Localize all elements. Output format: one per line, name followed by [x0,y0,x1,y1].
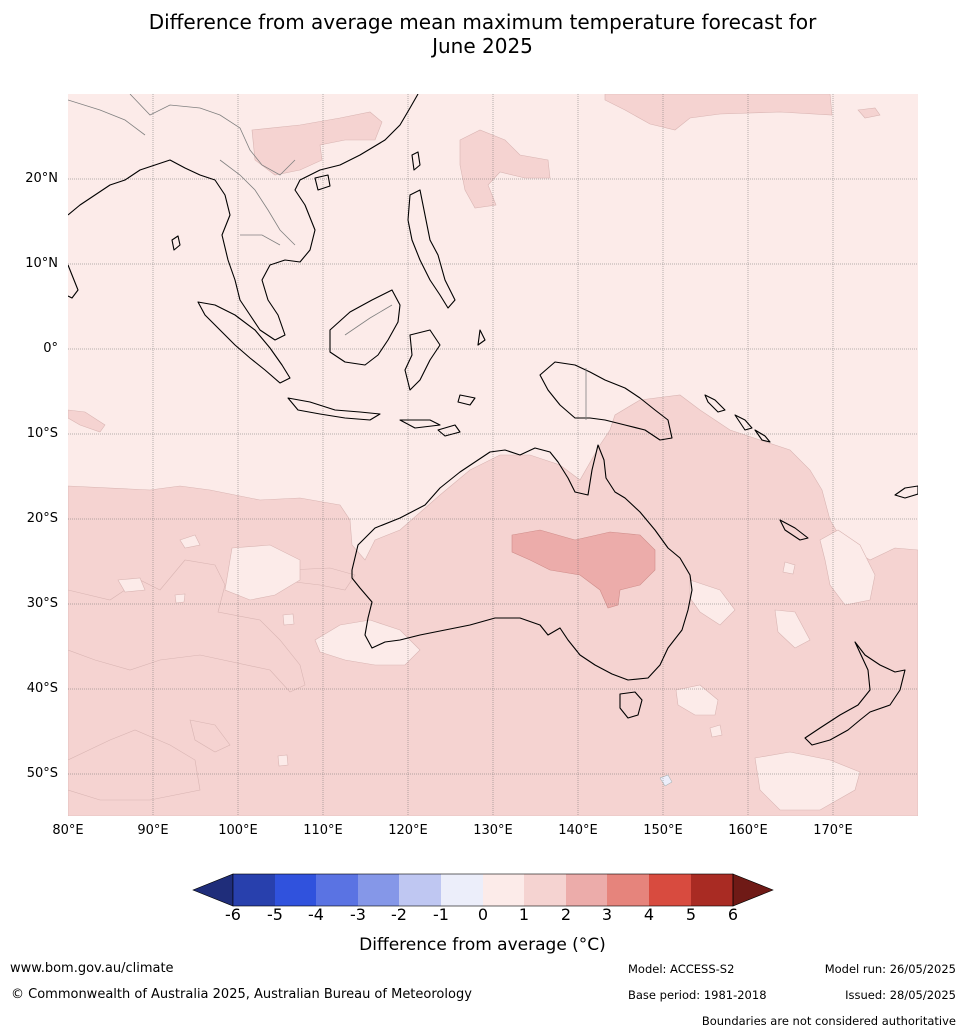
anomaly-0-1-holes [117,529,876,811]
colorbar-tick-label: 3 [601,905,613,924]
colorbar-max-extend [732,873,774,907]
colorbar-tick-label: -2 [391,905,407,924]
title-line-2: June 2025 [432,34,533,58]
lon-label: 130°E [473,823,513,838]
colorbar [192,873,774,907]
lon-label: 100°E [218,823,258,838]
colorbar-tick-label: 0 [477,905,489,924]
lat-label: 10°S [26,426,58,441]
colorbar-cell [399,874,441,906]
colorbar-outline [232,873,734,907]
colorbar-cell [483,874,524,906]
graticule [68,94,918,816]
colorbar-cell [649,874,691,906]
model-run-text: Model run: 26/05/2025 [824,962,956,976]
sulawesi-coastline [404,329,441,391]
lat-label: 20°N [25,171,58,186]
colorbar-tick-label: 5 [685,905,697,924]
colorbar-title: Difference from average (°C) [359,935,606,955]
lon-label: 80°E [52,823,84,838]
base-period-text: Base period: 1981-2018 [628,988,767,1002]
colorbar-tick-label: -3 [350,905,366,924]
colorbar-tick-label: -4 [308,905,324,924]
lat-label: 50°S [26,766,58,781]
lon-label: 120°E [388,823,428,838]
colorbar-tick-label: 4 [643,905,655,924]
new-zealand-coastline [804,641,906,746]
colorbar-tick-label: -1 [433,905,449,924]
lon-label: 140°E [558,823,598,838]
tasmania-coastline [619,691,643,719]
lon-label: 90°E [137,823,169,838]
colorbar-cell [233,874,275,906]
colorbar-cell [607,874,649,906]
new-guinea-coastline [539,361,673,441]
anomaly-below-0-spot [659,774,673,787]
colorbar-cell [275,874,316,906]
lat-label: 30°S [26,596,58,611]
lon-label: 110°E [303,823,343,838]
lon-label: 160°E [728,823,768,838]
lon-label: 170°E [813,823,853,838]
map-title: Difference from average mean maximum tem… [0,10,965,58]
colorbar-cell [316,874,358,906]
asia-mainland-coastline [68,94,419,341]
australia-coastline [351,444,693,681]
lat-label: 40°S [26,681,58,696]
model-text: Model: ACCESS-S2 [628,962,735,976]
borneo-coastline [329,289,401,366]
lat-label: 20°S [26,511,58,526]
copyright-text: © Commonwealth of Australia 2025, Austra… [11,987,472,1002]
sumatra-coastline [197,301,291,384]
country-boundaries [68,94,587,420]
lat-label: 10°N [25,256,58,271]
colorbar-min-extend [192,873,234,907]
colorbar-cell [691,874,733,906]
colorbar-tick-label: -5 [267,905,283,924]
anomaly-2-3-region [511,529,656,609]
colorbar-cell [524,874,566,906]
colorbar-cell [441,874,483,906]
disclaimer-text: Boundaries are not considered authoritat… [701,1014,956,1028]
colorbar-cell [358,874,399,906]
coastlines [68,94,918,746]
colorbar-cell [566,874,607,906]
colorbar-tick-label: -6 [225,905,241,924]
java-coastline [287,397,381,421]
colorbar-tick-label: 6 [727,905,739,924]
title-line-1: Difference from average mean maximum tem… [148,10,817,34]
website-link[interactable]: www.bom.gov.au/climate [10,961,174,976]
lat-label: 0° [43,341,58,356]
issued-text: Issued: 28/05/2025 [845,988,956,1002]
lon-label: 150°E [643,823,683,838]
colorbar-tick-label: 2 [560,905,572,924]
philippines-coastline [407,189,456,309]
colorbar-tick-label: 1 [518,905,530,924]
